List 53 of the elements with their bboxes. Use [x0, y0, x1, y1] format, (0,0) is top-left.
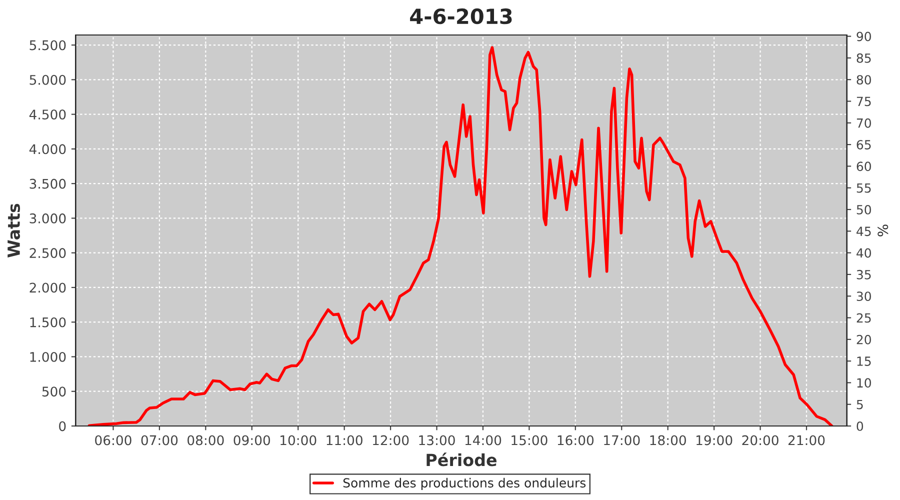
x-tick-label: 06:00 — [95, 435, 132, 446]
x-tick-label: 21:00 — [788, 435, 825, 446]
x-tick-label: 16:00 — [558, 435, 594, 446]
y-tick-label: 1.000 — [30, 352, 66, 362]
y-tick-label: 5.500 — [30, 40, 66, 50]
x-tick-label: 12:00 — [372, 435, 409, 446]
x-tick-label: 13:00 — [419, 435, 455, 446]
x-tick-label: 15:00 — [512, 435, 548, 446]
y-tick-label: 4.000 — [29, 144, 66, 154]
y-tick-label: 1.500 — [30, 317, 66, 328]
x-tick-label: 11:00 — [326, 435, 362, 446]
y2-tick-label: 90 — [856, 32, 872, 42]
y-tick-label: 3.000 — [30, 213, 66, 224]
chart-title: 4-6-2013 — [410, 8, 512, 24]
y2-tick-label: 50 — [856, 204, 872, 214]
x-tick-label: 10:00 — [280, 435, 316, 446]
x-tick-label: 14:00 — [465, 435, 502, 446]
y-tick-label: 4.500 — [29, 110, 66, 120]
x-tick-label: 08:00 — [188, 435, 224, 446]
y2-tick-label: 5 — [856, 400, 863, 410]
y2-tick-label: 15 — [857, 356, 871, 366]
x-tick-label: 18:00 — [650, 435, 686, 446]
legend-label: Somme des productions des onduleurs — [343, 478, 586, 490]
y2-tick-label: 75 — [856, 96, 871, 106]
y2-tick-label: 85 — [856, 53, 871, 63]
x-tick-label: 09:00 — [234, 435, 270, 446]
y2-tick-label: 80 — [856, 75, 872, 85]
y2-tick-label: 30 — [856, 292, 872, 302]
y2-tick-label: 70 — [856, 118, 872, 128]
x-tick-label: 19:00 — [696, 435, 732, 446]
y-tick-label: 2.500 — [30, 248, 66, 258]
y2-tick-label: 65 — [856, 140, 871, 150]
y-tick-label: 5.000 — [30, 74, 66, 85]
x-tick-label: 17:00 — [604, 435, 640, 446]
y-tick-label: 3.500 — [30, 178, 66, 189]
y2-tick-label: 60 — [856, 162, 872, 172]
x-tick-label: 07:00 — [141, 435, 178, 446]
y2-tick-label: 20 — [856, 334, 872, 344]
y2-tick-label: 45 — [856, 226, 871, 236]
y-axis-title: Watts — [8, 204, 20, 258]
y-tick-label: 2.000 — [30, 282, 66, 293]
x-axis-title: Période — [426, 452, 497, 466]
y2-tick-label: 55 — [856, 183, 871, 193]
line-series — [88, 46, 834, 426]
y2-tick-label: 25 — [856, 313, 871, 323]
y-tick-label: 0 — [59, 421, 66, 432]
y2-tick-label: 40 — [856, 248, 872, 258]
y2-tick-label: 10 — [857, 378, 872, 388]
y2-axis-title: % — [878, 224, 888, 236]
y2-tick-label: 35 — [856, 270, 871, 280]
x-tick-label: 20:00 — [742, 435, 778, 446]
y2-tick-label: 0 — [856, 421, 864, 431]
y-tick-label: 500 — [42, 386, 66, 397]
